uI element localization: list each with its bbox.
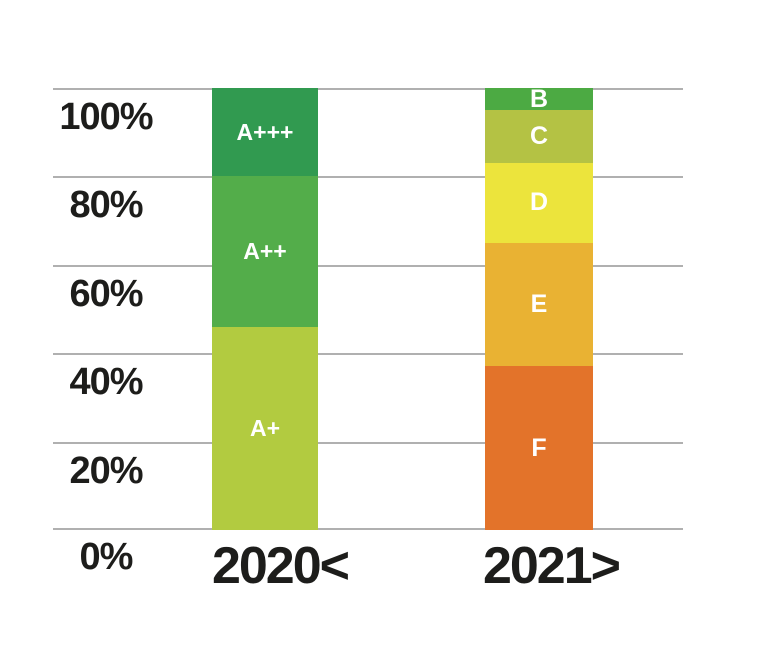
gridline-0 bbox=[53, 528, 683, 530]
gridline-40 bbox=[53, 353, 683, 355]
y-tick-label-60: 60% bbox=[69, 273, 143, 315]
bar-segment-D: D bbox=[485, 163, 593, 243]
bar-segment-Aplus: A+ bbox=[212, 326, 318, 530]
y-tick-label-100: 100% bbox=[59, 96, 153, 138]
gridline-80 bbox=[53, 176, 683, 178]
segment-label: F bbox=[531, 433, 547, 462]
bar-segment-Aplusplus: A++ bbox=[212, 176, 318, 327]
bar-segment-B: B bbox=[485, 84, 593, 113]
bar-segment-Aplusplusplus: A+++ bbox=[212, 88, 318, 177]
gridline-20 bbox=[53, 442, 683, 444]
y-tick-label-40: 40% bbox=[69, 361, 143, 403]
gridline-100 bbox=[53, 88, 683, 90]
segment-label: B bbox=[529, 84, 549, 113]
x-axis-label-2021: 2021> bbox=[482, 537, 621, 595]
bar-segment-E: E bbox=[485, 242, 593, 367]
bar-segment-C: C bbox=[485, 110, 593, 164]
y-tick-label-20: 20% bbox=[69, 450, 143, 492]
y-tick-label-80: 80% bbox=[69, 184, 143, 226]
y-tick-label-0: 0% bbox=[79, 536, 134, 578]
segment-label: D bbox=[529, 188, 549, 217]
plot-area: A+++ A++ A+ B C D E F bbox=[53, 84, 683, 530]
segment-label: A+++ bbox=[236, 118, 294, 145]
segment-label: A++ bbox=[243, 238, 287, 265]
segment-label: A+ bbox=[249, 414, 281, 441]
bar-segment-F: F bbox=[485, 366, 593, 530]
bar-2020: A+++ A++ A+ bbox=[212, 88, 318, 530]
segment-label: C bbox=[529, 122, 549, 151]
segment-label: E bbox=[530, 290, 548, 319]
x-axis-label-2020: 2020< bbox=[211, 537, 350, 595]
gridline-60 bbox=[53, 265, 683, 267]
